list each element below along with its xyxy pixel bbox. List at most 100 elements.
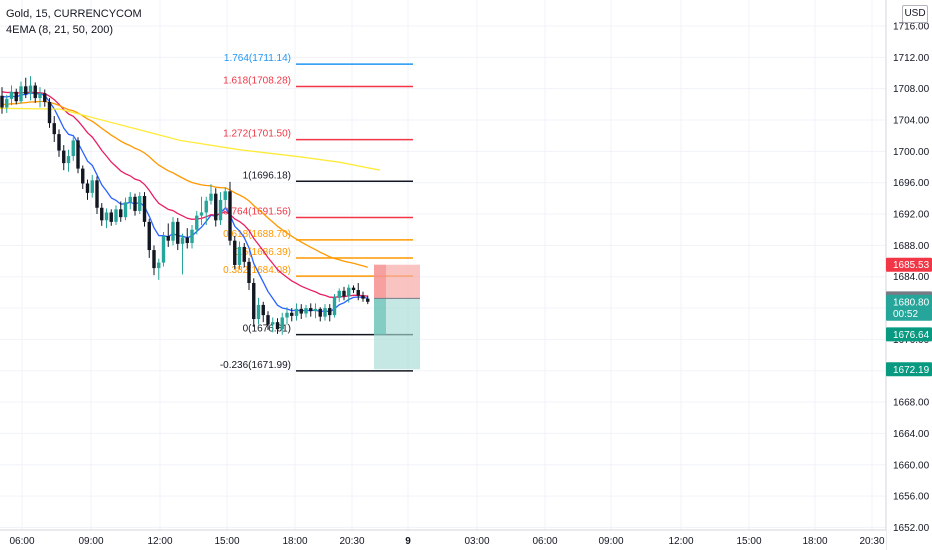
candle[interactable] xyxy=(14,88,18,105)
candle[interactable] xyxy=(176,217,180,251)
candle[interactable] xyxy=(24,77,28,99)
candle[interactable] xyxy=(233,235,237,269)
price-badge[interactable] xyxy=(886,327,932,342)
candle[interactable] xyxy=(356,282,360,301)
candle[interactable] xyxy=(237,241,242,269)
candle[interactable] xyxy=(85,179,90,200)
candle[interactable] xyxy=(71,137,75,161)
time-axis-panel[interactable] xyxy=(0,530,886,550)
candle[interactable] xyxy=(351,285,356,294)
candle[interactable] xyxy=(47,98,52,128)
candle[interactable] xyxy=(5,94,9,113)
price-tick-label: 1712.00 xyxy=(893,53,930,64)
ema-line-50[interactable] xyxy=(1,100,368,268)
candle-body xyxy=(123,202,128,218)
candle[interactable] xyxy=(142,192,147,227)
candle[interactable] xyxy=(223,187,227,210)
candle[interactable] xyxy=(138,192,142,215)
candle[interactable] xyxy=(76,137,80,174)
candle[interactable] xyxy=(119,201,123,222)
candle[interactable] xyxy=(242,243,246,268)
candle[interactable] xyxy=(38,87,42,108)
candle[interactable] xyxy=(247,257,251,291)
candle[interactable] xyxy=(114,205,118,226)
candle[interactable] xyxy=(328,304,332,322)
candle[interactable] xyxy=(19,81,23,104)
candle[interactable] xyxy=(294,303,299,321)
candle[interactable] xyxy=(81,165,85,189)
candle[interactable] xyxy=(161,232,166,267)
time-tick-label: 20:30 xyxy=(339,536,364,547)
candle[interactable] xyxy=(43,89,47,107)
plot-area[interactable] xyxy=(0,0,886,530)
candle[interactable] xyxy=(9,85,14,106)
candle[interactable] xyxy=(309,303,313,317)
candle[interactable] xyxy=(185,228,189,249)
candle[interactable] xyxy=(299,304,303,320)
candle[interactable] xyxy=(361,291,365,302)
candle[interactable] xyxy=(100,203,104,226)
candle[interactable] xyxy=(256,297,261,325)
candle[interactable] xyxy=(57,129,61,157)
candle[interactable] xyxy=(123,197,128,221)
candle[interactable] xyxy=(214,188,218,227)
candle[interactable] xyxy=(266,311,270,330)
candle[interactable] xyxy=(66,149,71,172)
candle[interactable] xyxy=(204,196,208,226)
candle[interactable] xyxy=(275,318,280,334)
candle[interactable] xyxy=(332,293,337,318)
candle[interactable] xyxy=(52,116,56,142)
candle[interactable] xyxy=(104,208,109,229)
candle-body xyxy=(342,290,346,297)
candle[interactable] xyxy=(152,245,156,276)
candle[interactable] xyxy=(62,145,66,171)
candle[interactable] xyxy=(199,196,204,226)
candle[interactable] xyxy=(323,304,327,321)
candle-body xyxy=(0,95,4,108)
currency-button[interactable]: USD xyxy=(902,5,928,23)
candle-body xyxy=(237,246,242,265)
candle[interactable] xyxy=(166,223,170,247)
indicator-title[interactable]: 4EMA (8, 21, 50, 200) xyxy=(6,24,114,36)
candle[interactable] xyxy=(280,312,284,335)
candle[interactable] xyxy=(313,303,318,319)
candle[interactable] xyxy=(171,217,175,246)
symbol-title[interactable]: Gold, 15, CURRENCYCOM xyxy=(6,8,142,20)
candle[interactable] xyxy=(218,192,223,226)
candle[interactable] xyxy=(109,209,113,226)
candle[interactable] xyxy=(261,301,265,323)
candle[interactable] xyxy=(147,218,151,258)
candle[interactable] xyxy=(271,317,275,333)
candle[interactable] xyxy=(0,87,4,114)
candle[interactable] xyxy=(347,284,351,303)
candle[interactable] xyxy=(290,308,294,322)
candle[interactable] xyxy=(228,181,232,246)
candle[interactable] xyxy=(190,225,194,249)
candle[interactable] xyxy=(133,193,137,216)
candle[interactable] xyxy=(342,286,346,301)
candle[interactable] xyxy=(180,233,185,275)
candle[interactable] xyxy=(157,258,161,280)
candle[interactable] xyxy=(209,184,213,205)
candle[interactable] xyxy=(128,192,132,210)
candle[interactable] xyxy=(195,210,199,235)
candle[interactable] xyxy=(90,174,94,198)
ema-line-21[interactable] xyxy=(1,91,368,298)
candle-body xyxy=(218,199,223,221)
candle[interactable] xyxy=(285,307,289,325)
price-badge[interactable] xyxy=(886,257,932,272)
candle[interactable] xyxy=(337,288,341,302)
price-axis-panel[interactable] xyxy=(886,0,932,550)
candle[interactable] xyxy=(366,295,370,305)
candle[interactable] xyxy=(33,82,37,103)
ema-line-200[interactable] xyxy=(0,107,381,171)
candle[interactable] xyxy=(304,304,308,318)
candle[interactable] xyxy=(318,307,322,322)
price-badge[interactable] xyxy=(886,294,932,321)
candle-body xyxy=(195,215,199,230)
candle[interactable] xyxy=(28,76,33,101)
price-badge[interactable] xyxy=(886,362,932,377)
candle[interactable] xyxy=(252,278,256,327)
candle[interactable] xyxy=(95,176,99,215)
